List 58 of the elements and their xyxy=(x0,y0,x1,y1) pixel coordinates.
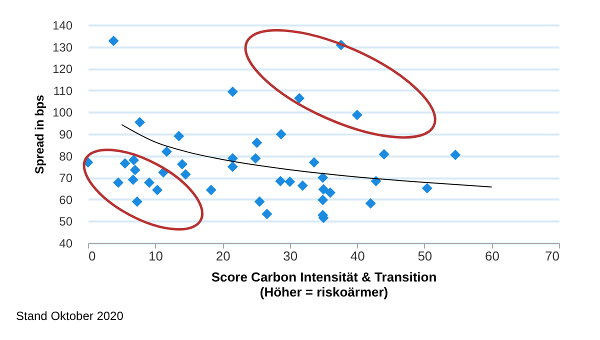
y-tick-label: 100 xyxy=(52,106,73,120)
point xyxy=(206,184,216,196)
point xyxy=(108,36,119,46)
point xyxy=(318,194,328,206)
point xyxy=(113,177,124,188)
point xyxy=(227,86,238,97)
point xyxy=(176,159,188,170)
point xyxy=(294,93,305,104)
point xyxy=(318,184,329,195)
y-tick-label: 110 xyxy=(53,84,73,98)
point xyxy=(134,116,146,128)
point xyxy=(120,158,130,169)
point xyxy=(297,180,308,191)
point xyxy=(227,161,238,172)
y-tick-label: 40 xyxy=(59,236,73,250)
y-tick-label: 60 xyxy=(59,192,73,207)
y-tick-label: 140 xyxy=(52,18,73,32)
y-tick-label: 80 xyxy=(59,149,73,164)
point xyxy=(180,169,191,180)
point xyxy=(161,146,172,157)
point xyxy=(152,184,163,196)
point xyxy=(276,128,286,140)
point xyxy=(254,196,265,207)
y-tick-label: 130 xyxy=(52,40,73,54)
y-axis-title: Spread in bps xyxy=(32,94,46,174)
x-tick-label: 20 xyxy=(216,248,230,264)
x-tick-label: 50 xyxy=(418,248,432,264)
point xyxy=(318,172,328,183)
point xyxy=(352,110,362,120)
y-tick-label: 90 xyxy=(59,128,73,142)
point xyxy=(378,149,390,160)
point xyxy=(284,176,296,187)
point xyxy=(174,130,184,142)
x-tick-label: 10 xyxy=(148,248,164,264)
point xyxy=(275,176,286,186)
point xyxy=(144,177,154,188)
x-tick-label: 30 xyxy=(283,248,298,264)
point xyxy=(252,137,262,148)
x-tick-label: 70 xyxy=(545,248,560,264)
x-axis-title: Score Carbon Intensität & Transition (Höher = riskoärmer) xyxy=(211,270,437,300)
y-tick-label: 50 xyxy=(59,214,73,229)
y-tick-label: 70 xyxy=(59,171,73,186)
x-tick-label: 0 xyxy=(88,248,96,264)
point xyxy=(128,154,139,166)
point xyxy=(128,174,138,186)
point xyxy=(365,198,376,209)
point xyxy=(130,164,140,176)
point xyxy=(450,150,461,160)
x-tick-label: 40 xyxy=(350,248,365,264)
point xyxy=(132,196,142,207)
x-tick-label: 60 xyxy=(484,248,500,264)
text: Stand Oktober 2020 xyxy=(16,309,124,323)
y-tick-label: 120 xyxy=(52,62,73,76)
point xyxy=(324,187,336,198)
point xyxy=(422,183,432,194)
point xyxy=(308,157,320,168)
point xyxy=(262,208,272,220)
point xyxy=(250,153,261,164)
